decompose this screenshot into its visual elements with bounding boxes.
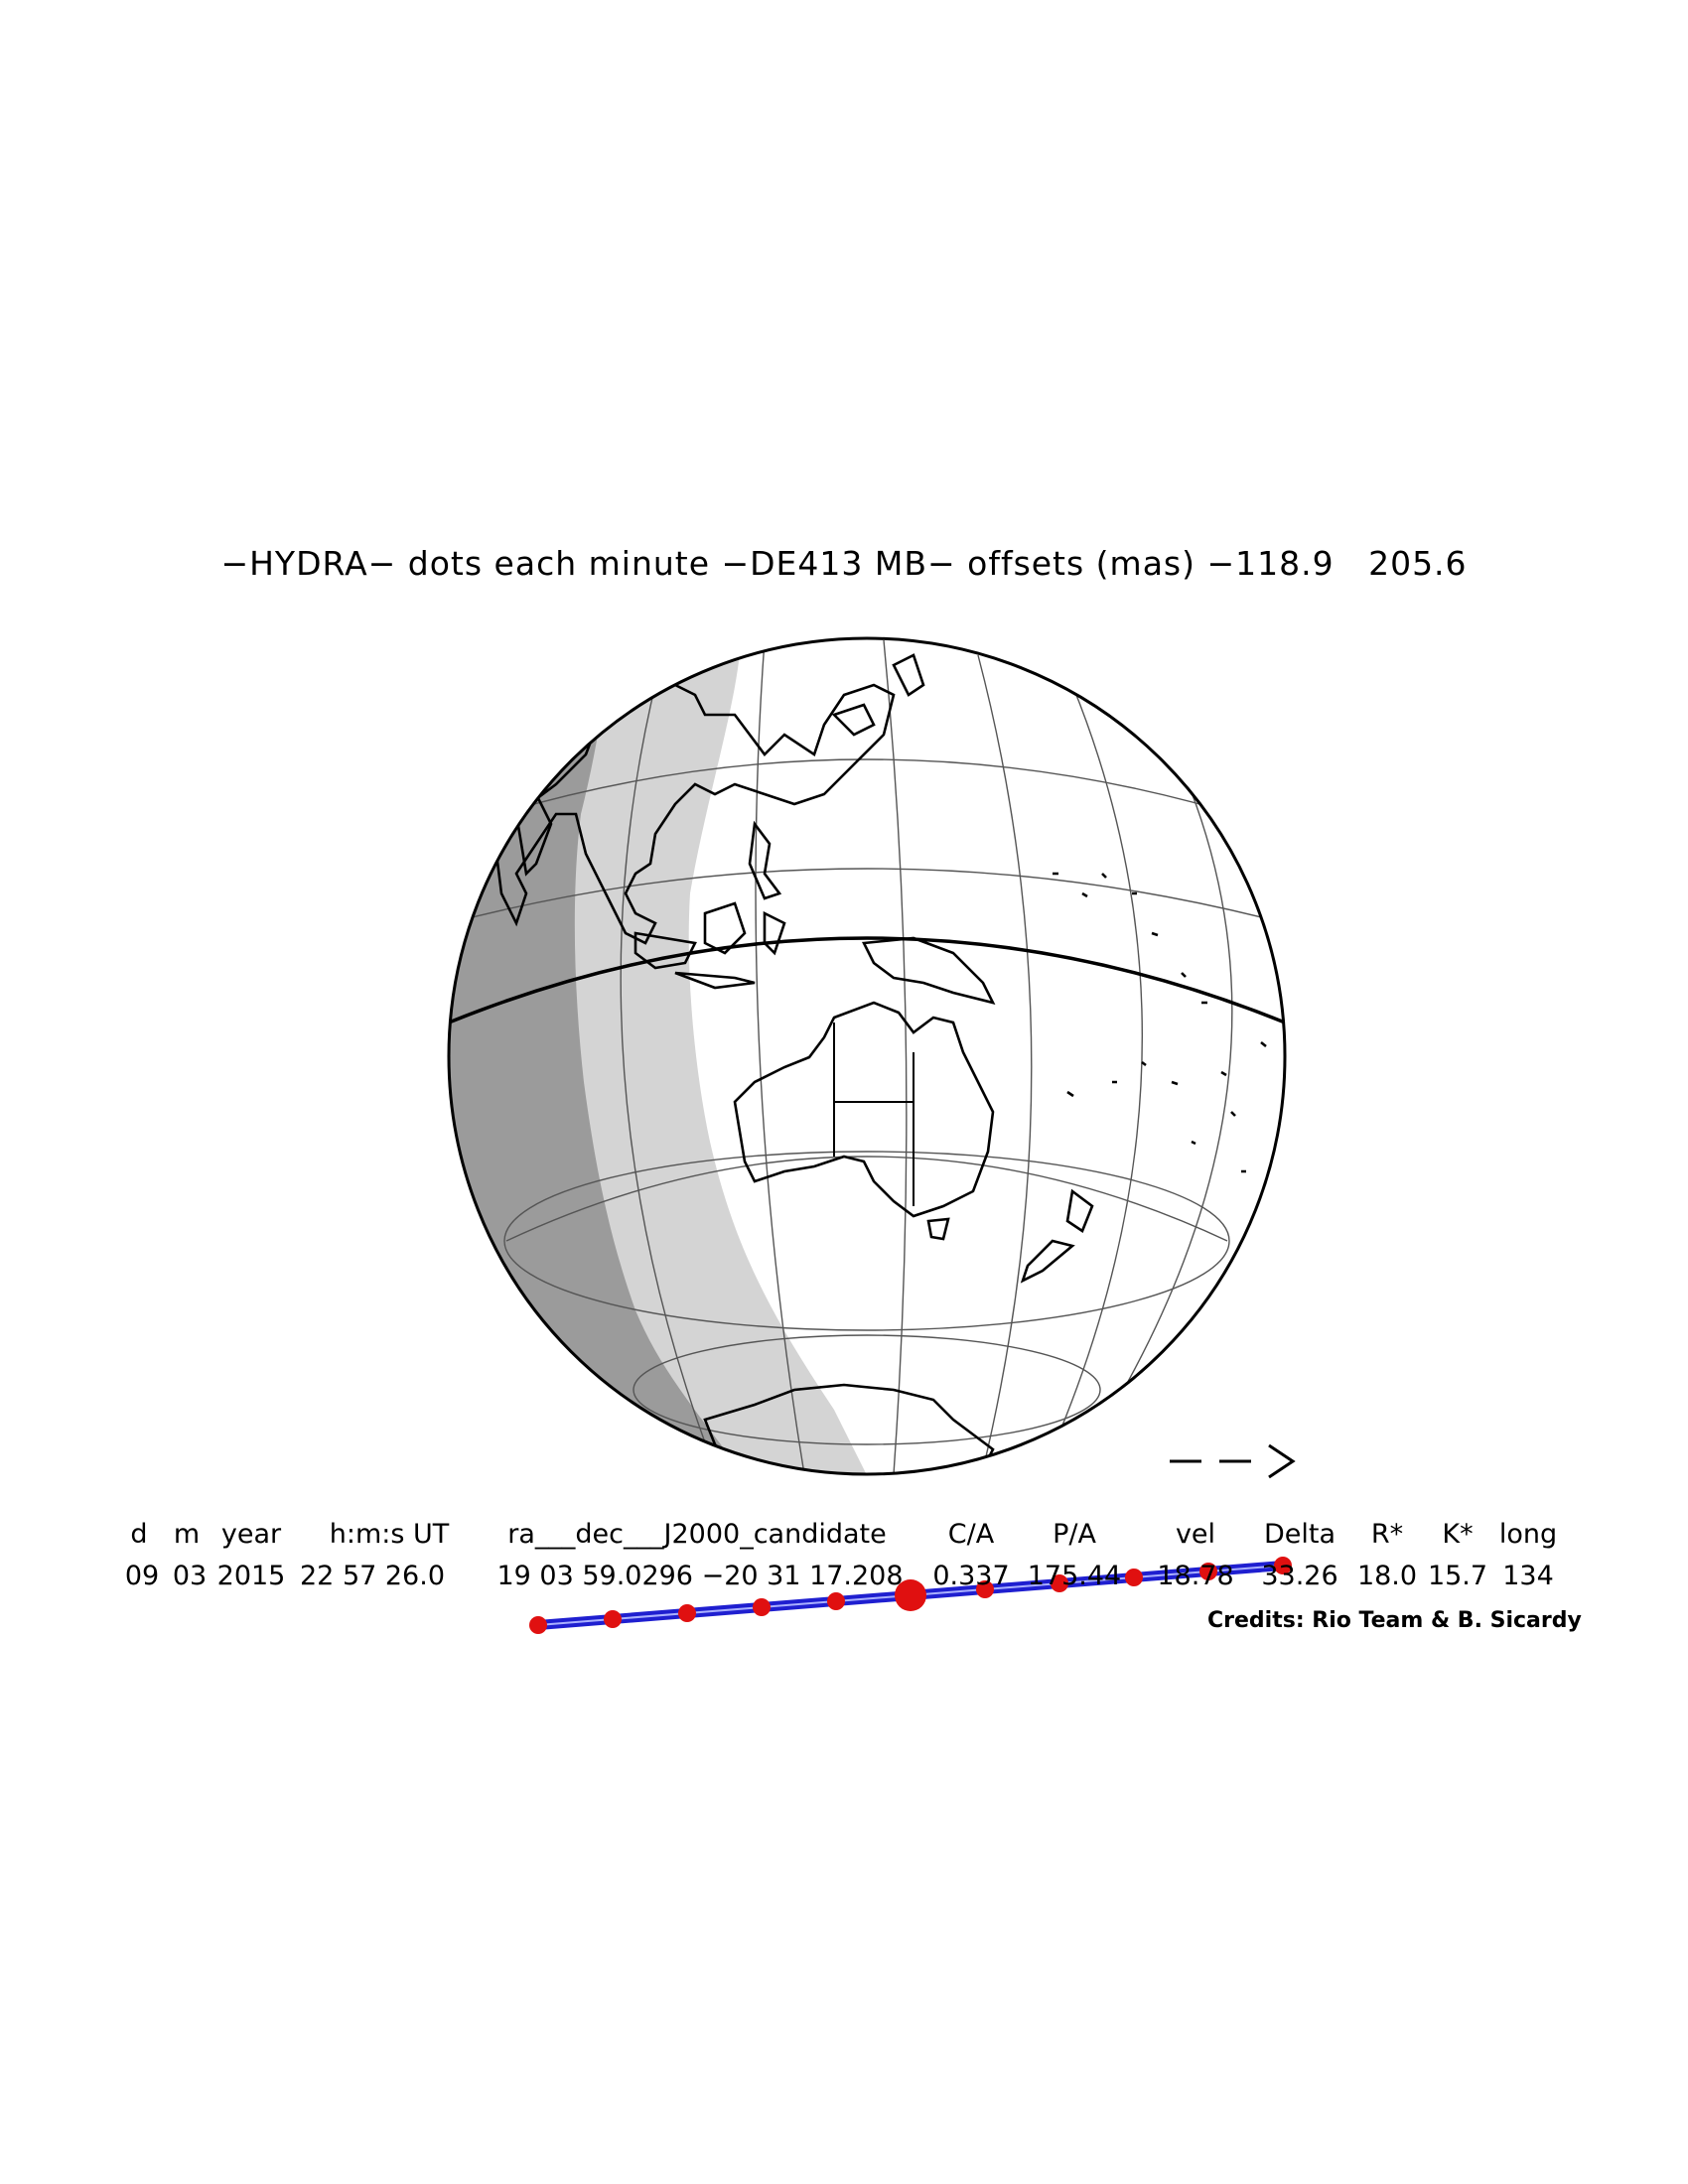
table-header-row: d m year h:m:s UT ra___dec___J2000_candi… <box>0 1519 1688 1559</box>
minute-dot <box>827 1592 845 1610</box>
header-radec: ra___dec___J2000_candidate <box>507 1519 887 1550</box>
value-rstar: 18.0 <box>1356 1561 1418 1591</box>
minute-dot <box>604 1610 622 1628</box>
value-long: 134 <box>1502 1561 1554 1591</box>
coastlines <box>494 653 1267 1474</box>
graticule <box>449 639 1285 1474</box>
value-year: 2015 <box>216 1561 286 1591</box>
minute-dot <box>1274 1557 1292 1574</box>
value-vel: 18.78 <box>1157 1561 1234 1591</box>
minute-dot <box>529 1616 547 1634</box>
tasmania-coast <box>926 1217 950 1241</box>
value-radec: 19 03 59.0296 −20 31 17.208 <box>496 1561 904 1591</box>
central-instant-dot <box>895 1579 926 1611</box>
pacific-islands <box>1053 872 1267 1173</box>
value-kstar: 15.7 <box>1427 1561 1488 1591</box>
header-pa: P/A <box>1053 1519 1096 1550</box>
header-ca: C/A <box>947 1519 995 1550</box>
value-d: 09 <box>124 1561 160 1591</box>
value-hms: 22 57 26.0 <box>300 1561 445 1591</box>
credits: Credits: Rio Team & B. Sicardy <box>1207 1608 1582 1633</box>
night-region <box>449 638 755 1474</box>
globe-outline <box>447 636 1287 1476</box>
minute-dot <box>1125 1569 1143 1586</box>
value-ca: 0.337 <box>932 1561 1010 1591</box>
minute-dot <box>753 1598 771 1616</box>
header-hms: h:m:s UT <box>329 1519 450 1550</box>
header-rstar: R* <box>1370 1519 1404 1550</box>
indonesia-coast <box>633 901 786 990</box>
direction-arrow <box>1170 1443 1296 1479</box>
japan-coast <box>831 653 925 737</box>
philippines-coast <box>748 820 782 900</box>
header-kstar: K* <box>1442 1519 1474 1550</box>
table-value-row: 09 03 2015 22 57 26.0 19 03 59.0296 −20 … <box>0 1561 1688 1600</box>
map-title: −HYDRA− dots each minute −DE413 MB− offs… <box>220 544 1468 583</box>
header-delta: Delta <box>1263 1519 1336 1550</box>
header-d: d <box>130 1519 148 1550</box>
value-delta: 33.26 <box>1261 1561 1338 1591</box>
minute-dot <box>678 1604 696 1622</box>
header-m: m <box>173 1519 201 1550</box>
value-pa: 175.44 <box>1027 1561 1122 1591</box>
shadow-centerline <box>449 936 1285 1024</box>
header-vel: vel <box>1175 1519 1216 1550</box>
new-guinea-coast <box>861 936 996 1005</box>
minute-dots <box>529 1557 1292 1634</box>
header-long: long <box>1498 1519 1558 1550</box>
australia-coast <box>733 1001 995 1218</box>
value-m: 03 <box>172 1561 208 1591</box>
minute-dot <box>1199 1563 1217 1580</box>
minute-dot <box>1051 1574 1068 1592</box>
header-year: year <box>220 1519 282 1550</box>
minute-dot <box>976 1580 994 1598</box>
new-zealand-coast <box>1020 1188 1094 1284</box>
asia-coast <box>494 673 896 945</box>
australia-states <box>833 1023 914 1206</box>
